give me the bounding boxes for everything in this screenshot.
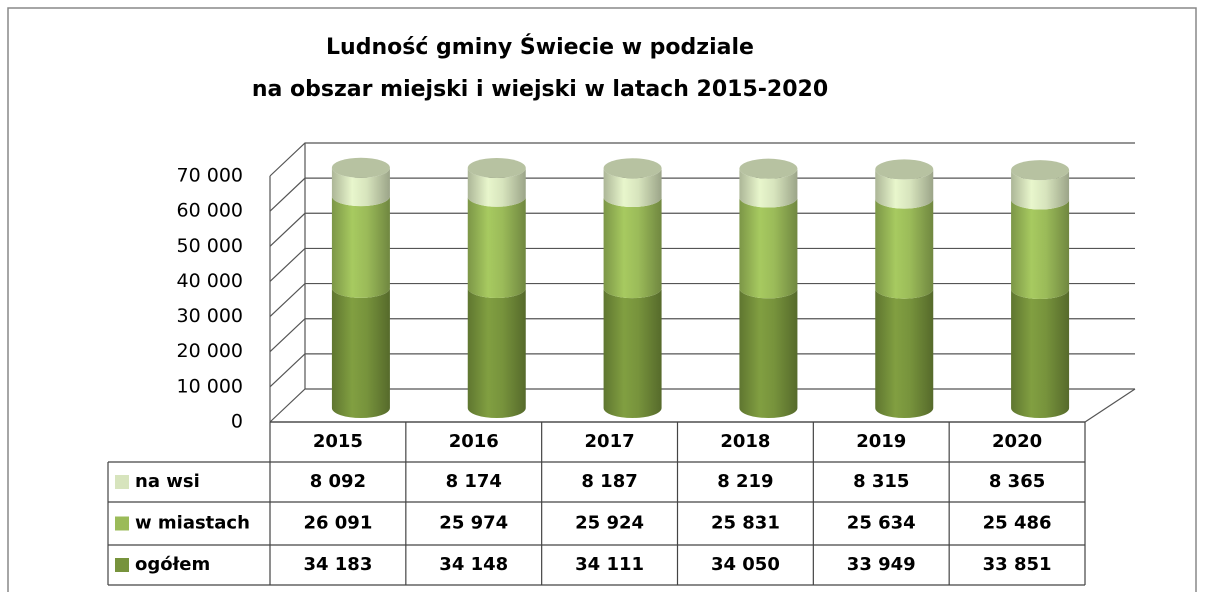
data-label: 8 365 (989, 471, 1045, 492)
cylinder-segment (1011, 199, 1070, 300)
cylinder-segment (331, 196, 390, 298)
cylinder-top (603, 158, 662, 179)
cylinder-segment (331, 167, 390, 207)
data-label: 25 974 (439, 513, 508, 534)
x-tick-label: 2015 (313, 431, 363, 452)
cylinder-segment (875, 198, 934, 299)
data-label: 26 091 (303, 513, 372, 534)
data-label: 34 111 (575, 554, 644, 575)
cylinder-segment (875, 169, 934, 209)
x-tick-label: 2019 (856, 431, 906, 452)
y-tick-label: 40 000 (177, 270, 243, 292)
cylinder-segment (467, 196, 526, 298)
x-tick-label: 2018 (720, 431, 770, 452)
cylinder-segment (739, 168, 798, 208)
legend-label: ogółem (135, 554, 210, 575)
y-tick-label: 70 000 (177, 165, 243, 187)
x-tick-label: 2017 (585, 431, 635, 452)
cylinder-top (739, 158, 798, 179)
y-tick-label: 0 (231, 411, 243, 433)
data-label: 8 187 (581, 471, 637, 492)
data-label: 34 183 (303, 554, 372, 575)
cylinder-segment (875, 288, 934, 418)
grid-line (269, 142, 1135, 177)
cylinder-top (467, 157, 526, 178)
cylinder-segment (1011, 289, 1070, 418)
cylinder-segment (467, 167, 526, 207)
x-tick-label: 2020 (992, 431, 1042, 452)
y-tick-label: 30 000 (177, 305, 243, 327)
legend-label: na wsi (135, 471, 200, 492)
cylinder-segment (603, 168, 662, 208)
grid-line (269, 353, 1135, 388)
legend-swatch (115, 475, 129, 489)
data-label: 25 924 (575, 513, 644, 534)
grid-line (269, 318, 1135, 353)
cylinder-segment (1011, 170, 1070, 210)
axis-wall (269, 143, 306, 422)
cylinder-top (1011, 160, 1070, 181)
legend-swatch (115, 558, 129, 572)
data-label: 34 148 (439, 554, 508, 575)
cylinder-segment (603, 197, 662, 299)
cylinder-segment (739, 288, 798, 418)
data-label: 8 315 (853, 471, 909, 492)
cylinder-segment (739, 197, 798, 299)
data-label: 25 634 (847, 513, 916, 534)
chart-title: Ludność gminy Świecie w podziale (326, 34, 754, 60)
cylinder-top (331, 157, 390, 178)
data-label: 33 851 (983, 554, 1052, 575)
y-tick-label: 60 000 (177, 200, 243, 222)
legend-label: w miastach (135, 513, 250, 534)
grid-line (269, 177, 1135, 212)
data-label: 8 219 (717, 471, 773, 492)
cylinder-top (875, 159, 934, 180)
cylinder-segment (603, 288, 662, 418)
data-label: 33 949 (847, 554, 916, 575)
data-label: 25 486 (983, 513, 1052, 534)
frame (7, 7, 1197, 592)
data-label: 8 174 (446, 471, 502, 492)
legend-swatch (115, 516, 129, 531)
grid-line (269, 212, 1135, 247)
data-label: 34 050 (711, 554, 780, 575)
cylinder-segment (331, 287, 390, 418)
chart-title: na obszar miejski i wiejski w latach 201… (252, 77, 828, 102)
cylinder-segment (467, 287, 526, 418)
y-tick-label: 20 000 (177, 340, 243, 362)
y-tick-label: 10 000 (177, 375, 243, 397)
floor (270, 388, 1136, 423)
data-label: 8 092 (310, 471, 366, 492)
x-tick-label: 2016 (449, 431, 499, 452)
y-tick-label: 50 000 (177, 235, 243, 257)
grid-line (269, 282, 1135, 318)
data-label: 25 831 (711, 513, 780, 534)
grid-line (269, 247, 1135, 282)
grid-line (269, 388, 1135, 423)
